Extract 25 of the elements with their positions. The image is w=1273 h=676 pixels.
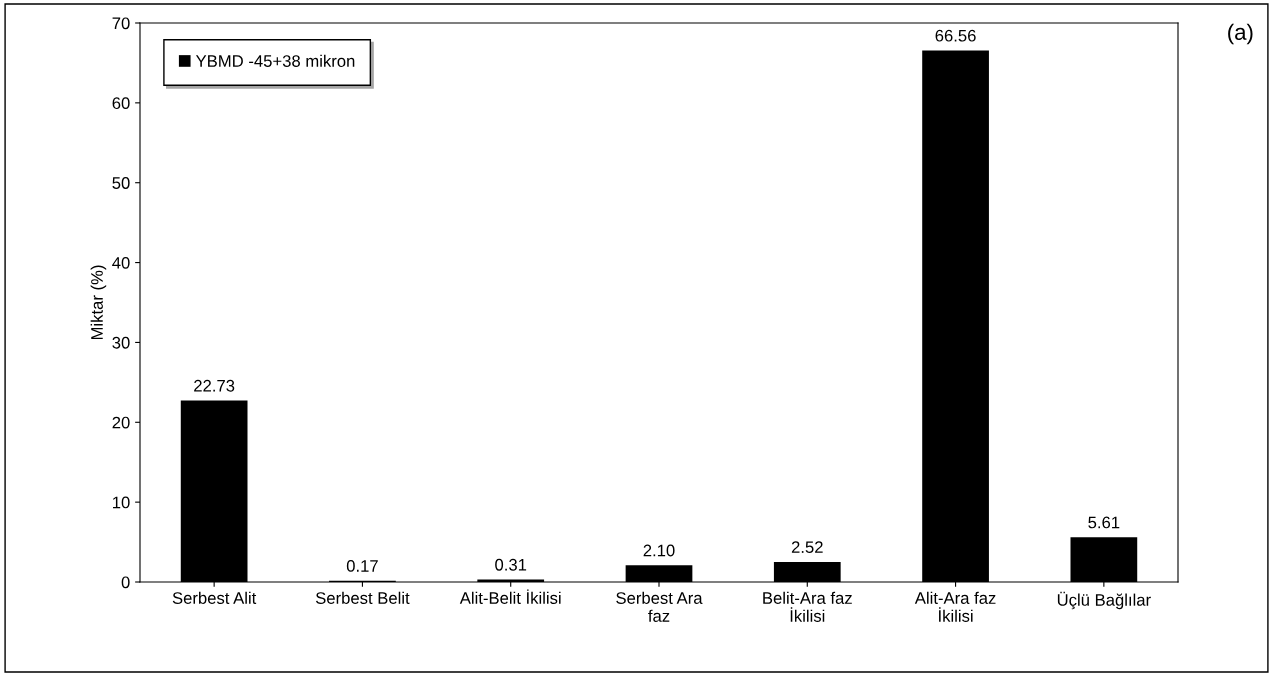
y-axis-title: Miktar (%) xyxy=(90,265,107,340)
text: (a) xyxy=(1228,23,1253,45)
y-tick-label: 0 xyxy=(121,576,130,589)
data-label: 2.10 xyxy=(643,544,675,557)
x-tick-label: Alit-Belit İkilisi xyxy=(459,589,561,604)
y-tick-label: 30 xyxy=(112,336,130,349)
data-label: 2.52 xyxy=(791,541,823,554)
data-label: 0.31 xyxy=(495,558,527,571)
data-label: 22.73 xyxy=(194,379,235,392)
y-tick-label: 50 xyxy=(112,177,130,189)
x-tick-label: Serbest Belit xyxy=(315,591,410,604)
data-label: 0.17 xyxy=(346,559,378,572)
y-tick-label: 40 xyxy=(112,256,130,269)
x-tick-label: Serbest Ara faz xyxy=(616,591,703,622)
x-tick-label: Üçlü Bağlılar xyxy=(1057,591,1151,610)
x-tick-label: Serbest Alit xyxy=(172,591,257,604)
x-tick-label: Alit-Ara faz İkilisi xyxy=(914,591,996,622)
y-tick-label: 20 xyxy=(112,416,130,429)
y-tick-label: 10 xyxy=(113,496,130,509)
legend-label: YBMD -45+38 mikron xyxy=(195,54,355,67)
x-tick-label: Belit-Ara faz İkilisi xyxy=(763,591,852,622)
data-label: 5.61 xyxy=(1088,516,1120,529)
data-label: 66.56 xyxy=(935,29,976,42)
y-tick-label: 60 xyxy=(112,97,130,110)
y-tick-label: 70 xyxy=(112,17,130,30)
